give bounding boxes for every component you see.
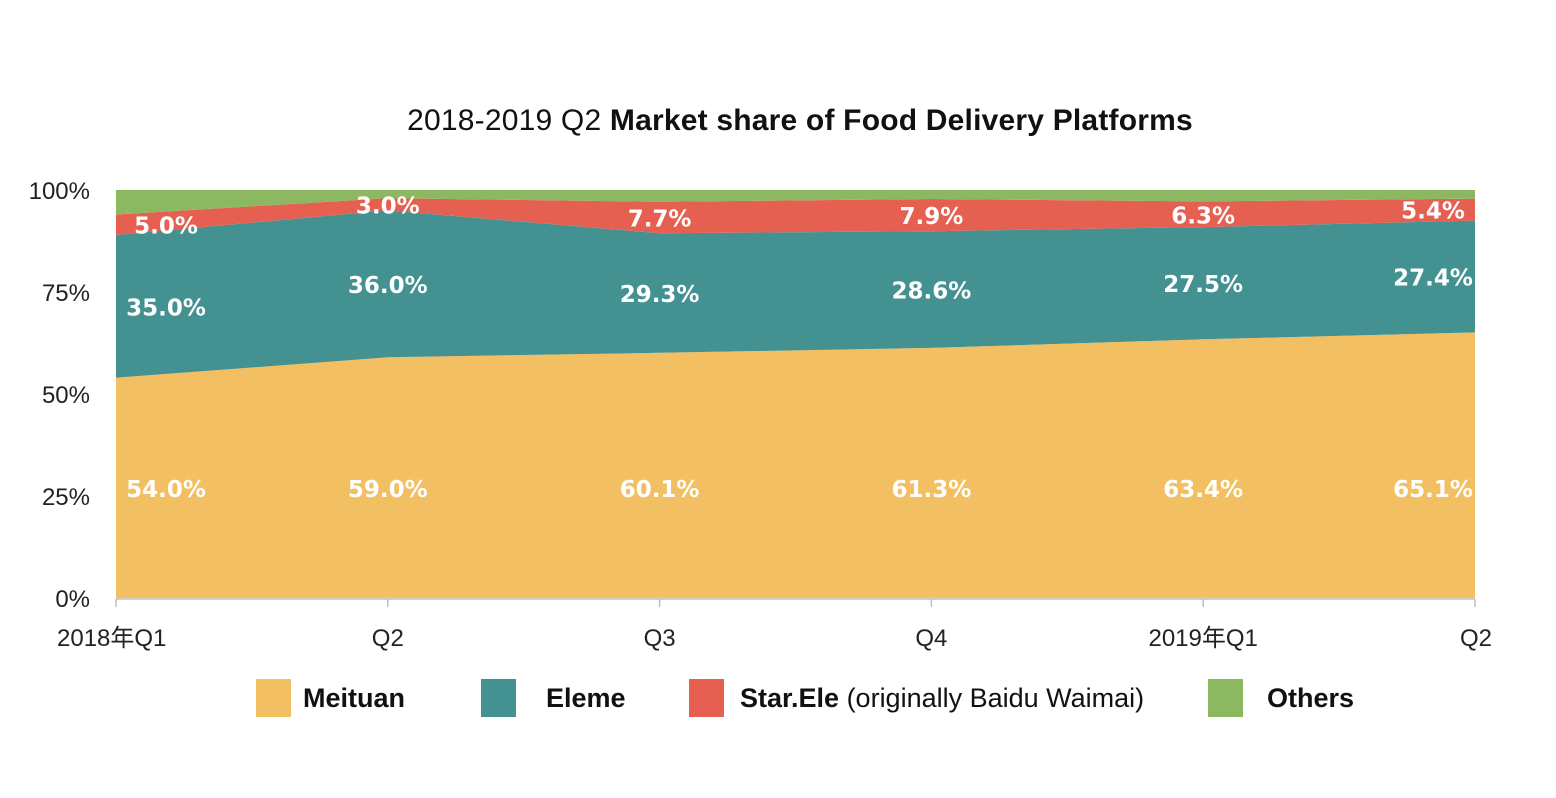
y-tick-label: 0%	[55, 586, 90, 613]
area-series-star-ele	[116, 198, 1475, 235]
chart-title-plain: 2018-2019 Q2	[407, 104, 602, 137]
chart-title-bold: Market share of Food Delivery Platforms	[609, 104, 1193, 137]
legend: Meituan Eleme Star.Ele (originally Baidu…	[0, 678, 1556, 722]
chart-title: 2018-2019 Q2 Market share of Food Delive…	[0, 104, 1556, 138]
x-tick-label: Q2	[1460, 625, 1492, 652]
y-tick-label: 25%	[42, 484, 90, 511]
x-tick-label: 2019年Q1	[1148, 625, 1257, 652]
legend-item-star-ele: Star.Ele (originally Baidu Waimai)	[689, 678, 1144, 718]
legend-swatch-others	[1208, 679, 1243, 717]
data-label: 7.9%	[900, 204, 964, 230]
legend-swatch-star-ele	[689, 679, 724, 717]
legend-swatch-eleme	[481, 679, 516, 717]
data-label: 54.0%	[126, 477, 206, 503]
area-series-others	[116, 190, 1475, 215]
legend-swatch-meituan	[256, 679, 291, 717]
x-tick-label: Q2	[372, 625, 404, 652]
data-label: 65.1%	[1393, 477, 1473, 503]
data-label: 3.0%	[356, 193, 420, 219]
data-label: 29.3%	[620, 282, 700, 308]
legend-item-meituan: Meituan	[256, 678, 405, 718]
data-label: 27.4%	[1393, 265, 1473, 291]
x-tick-label: Q4	[915, 625, 947, 652]
data-label: 6.3%	[1171, 203, 1235, 229]
y-tick-label: 100%	[29, 178, 90, 205]
data-label: 36.0%	[348, 273, 428, 299]
legend-label-others: Others	[1267, 682, 1355, 713]
data-label: 5.4%	[1401, 199, 1465, 225]
legend-label-star-ele: Star.Ele	[740, 682, 840, 713]
area-series-meituan	[116, 332, 1475, 598]
data-label: 61.3%	[892, 477, 972, 503]
x-tick-label: 2018年Q1	[57, 625, 166, 652]
legend-label-eleme: Eleme	[546, 682, 626, 713]
data-label: 60.1%	[620, 477, 700, 503]
data-label: 7.7%	[628, 207, 692, 233]
legend-label-star-ele-note: (originally Baidu Waimai)	[839, 682, 1145, 713]
data-label: 59.0%	[348, 477, 428, 503]
y-tick-label: 75%	[42, 280, 90, 307]
y-tick-label: 50%	[42, 382, 90, 409]
legend-label-meituan: Meituan	[303, 682, 406, 713]
legend-item-eleme: Eleme	[481, 678, 626, 718]
data-label: 35.0%	[126, 295, 206, 321]
data-label: 63.4%	[1163, 477, 1243, 503]
data-label: 27.5%	[1163, 272, 1243, 298]
legend-item-others: Others	[1208, 678, 1354, 718]
area-series-eleme	[116, 210, 1475, 378]
x-tick-label: Q3	[644, 625, 676, 652]
data-label: 5.0%	[134, 214, 198, 240]
data-label: 28.6%	[892, 279, 972, 305]
